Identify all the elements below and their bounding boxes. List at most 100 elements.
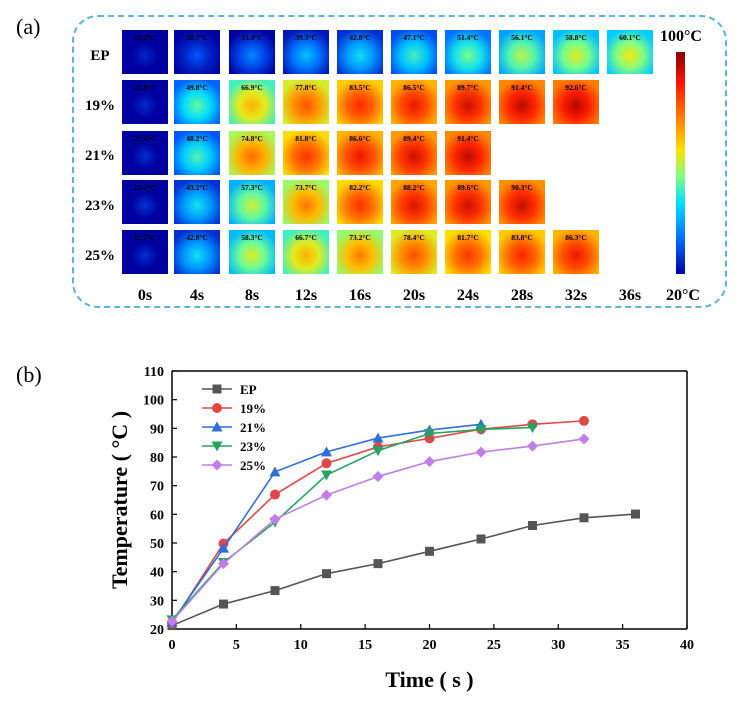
y-tick-label: 80 — [150, 451, 164, 466]
panel-a-label: (a) — [16, 14, 41, 39]
thermal-image-tile: 86.6°C — [337, 131, 383, 175]
y-tick-label: 90 — [150, 422, 164, 437]
thermal-image-tile: 88.2°C — [391, 180, 437, 224]
thermal-image-tile: 56.1°C — [499, 30, 545, 74]
tile-temperature: 81.7°C — [457, 233, 479, 242]
thermal-image-tile: 66.9°C — [229, 80, 275, 124]
thermal-image-tile: 78.4°C — [391, 230, 437, 274]
data-point — [322, 569, 331, 579]
thermal-image-tile: 73.2°C — [337, 230, 383, 274]
data-point — [321, 470, 332, 481]
tile-temperature: 81.8°C — [295, 134, 317, 143]
y-tick-label: 70 — [150, 480, 164, 495]
time-column-label: 32s — [564, 287, 588, 304]
tile-temperature: 91.4°C — [511, 83, 533, 92]
tile-temperature: 83.8°C — [511, 233, 533, 242]
legend-label: 25% — [240, 458, 266, 473]
thermal-image-tile: 83.8°C — [499, 230, 545, 274]
thermal-image-tile: 47.1°C — [391, 30, 437, 74]
tile-temperature: 78.4°C — [403, 233, 425, 242]
thermal-image-tile: 83.5°C — [337, 80, 383, 124]
thermal-image-frame — [72, 15, 727, 308]
legend-marker — [212, 403, 222, 413]
data-point — [578, 433, 590, 445]
thermal-image-tile: 28.7°C — [174, 30, 220, 74]
data-point — [270, 489, 280, 500]
time-column-label: 36s — [618, 287, 642, 304]
thermal-image-tile: 58.3°C — [229, 230, 275, 274]
tile-temperature: 74.8°C — [241, 134, 263, 143]
y-tick-label: 20 — [150, 623, 164, 638]
panel-b-label: (b) — [16, 362, 42, 387]
legend-marker — [211, 421, 223, 432]
tile-temperature: 66.9°C — [241, 83, 263, 92]
tile-temperature: 47.1°C — [403, 33, 425, 42]
row-label: 25% — [85, 248, 115, 264]
x-tick-label: 10 — [294, 638, 308, 653]
tile-temperature: 42.8°C — [186, 233, 208, 242]
y-tick-label: 100 — [143, 394, 164, 409]
tile-temperature: 56.1°C — [511, 33, 533, 42]
y-axis-title: Temperature ( °C ) — [107, 411, 132, 589]
tile-temperature: 89.6°C — [457, 183, 479, 192]
thermal-image-tile: 49.8°C — [174, 80, 220, 124]
time-column-label: 28s — [510, 287, 534, 304]
tile-temperature: 92.6°C — [565, 83, 587, 92]
tile-temperature: 58.8°C — [565, 33, 587, 42]
tile-temperature: 90.3°C — [511, 183, 533, 192]
series-line-25pct — [171, 438, 585, 622]
thermal-image-tile: 22.7°C — [122, 230, 168, 274]
row-label: EP — [90, 48, 110, 64]
thermal-image-tile: 42.8°C — [337, 30, 383, 74]
row-label: 23% — [85, 198, 115, 214]
tile-temperature: 39.3°C — [295, 33, 317, 42]
data-point — [528, 521, 537, 531]
thermal-image-tile: 89.7°C — [445, 80, 491, 124]
y-tick-label: 40 — [150, 566, 164, 581]
thermal-image-tile: 22.4°C — [122, 131, 168, 175]
thermal-image-tile: 91.4°C — [445, 131, 491, 175]
row-label: 21% — [85, 148, 115, 164]
tile-temperature: 43.2°C — [186, 183, 208, 192]
tile-temperature: 23.2°C — [134, 183, 156, 192]
tile-temperature: 60.1°C — [619, 33, 641, 42]
series-line-23pct — [171, 426, 533, 621]
time-column-label: 8s — [244, 287, 260, 304]
x-tick-label: 0 — [169, 638, 176, 653]
data-point — [475, 424, 487, 435]
data-point — [269, 513, 281, 525]
tile-temperature: 28.7°C — [186, 33, 208, 42]
thermal-image-tile: 86.5°C — [391, 80, 437, 124]
row-label: 19% — [85, 98, 115, 114]
data-point — [372, 470, 384, 482]
data-point — [373, 559, 383, 569]
x-tick-label: 30 — [551, 638, 565, 653]
time-column-label: 0s — [137, 287, 153, 304]
data-point — [424, 428, 435, 439]
colorbar-max-label: 100°C — [660, 28, 702, 45]
data-point — [425, 546, 434, 556]
tile-temperature: 73.7°C — [295, 183, 317, 192]
data-point — [166, 615, 178, 627]
legend-label: EP — [240, 382, 257, 397]
tile-temperature: 66.7°C — [295, 233, 317, 242]
data-point — [579, 415, 589, 426]
tile-temperature: 73.2°C — [349, 233, 371, 242]
thermal-image-tile: 21.9°C — [122, 80, 168, 124]
thermal-image-tile: 21.2°C — [122, 30, 168, 74]
thermal-image-tile: 39.3°C — [283, 30, 329, 74]
thermal-image-tile: 92.6°C — [553, 80, 599, 124]
time-column-label: 16s — [348, 287, 372, 304]
colorbar-min-label: 20°C — [666, 287, 700, 304]
x-tick-label: 20 — [423, 638, 437, 653]
data-point — [321, 446, 332, 457]
legend-label: 21% — [240, 420, 266, 435]
tile-temperature: 86.6°C — [349, 134, 371, 143]
thermal-image-tile: 86.3°C — [553, 230, 599, 274]
thermal-image-tile: 89.6°C — [445, 180, 491, 224]
legend-label: 23% — [240, 439, 266, 454]
temperature-line-chart: 0 5 10 15 20 25 30 35 40 20 30 40 50 60 70 80 90 100 110 Ti… — [107, 365, 694, 692]
tile-temperature: 82.2°C — [349, 183, 371, 192]
y-tick-label: 30 — [150, 594, 164, 609]
temperature-colorbar — [676, 52, 685, 274]
